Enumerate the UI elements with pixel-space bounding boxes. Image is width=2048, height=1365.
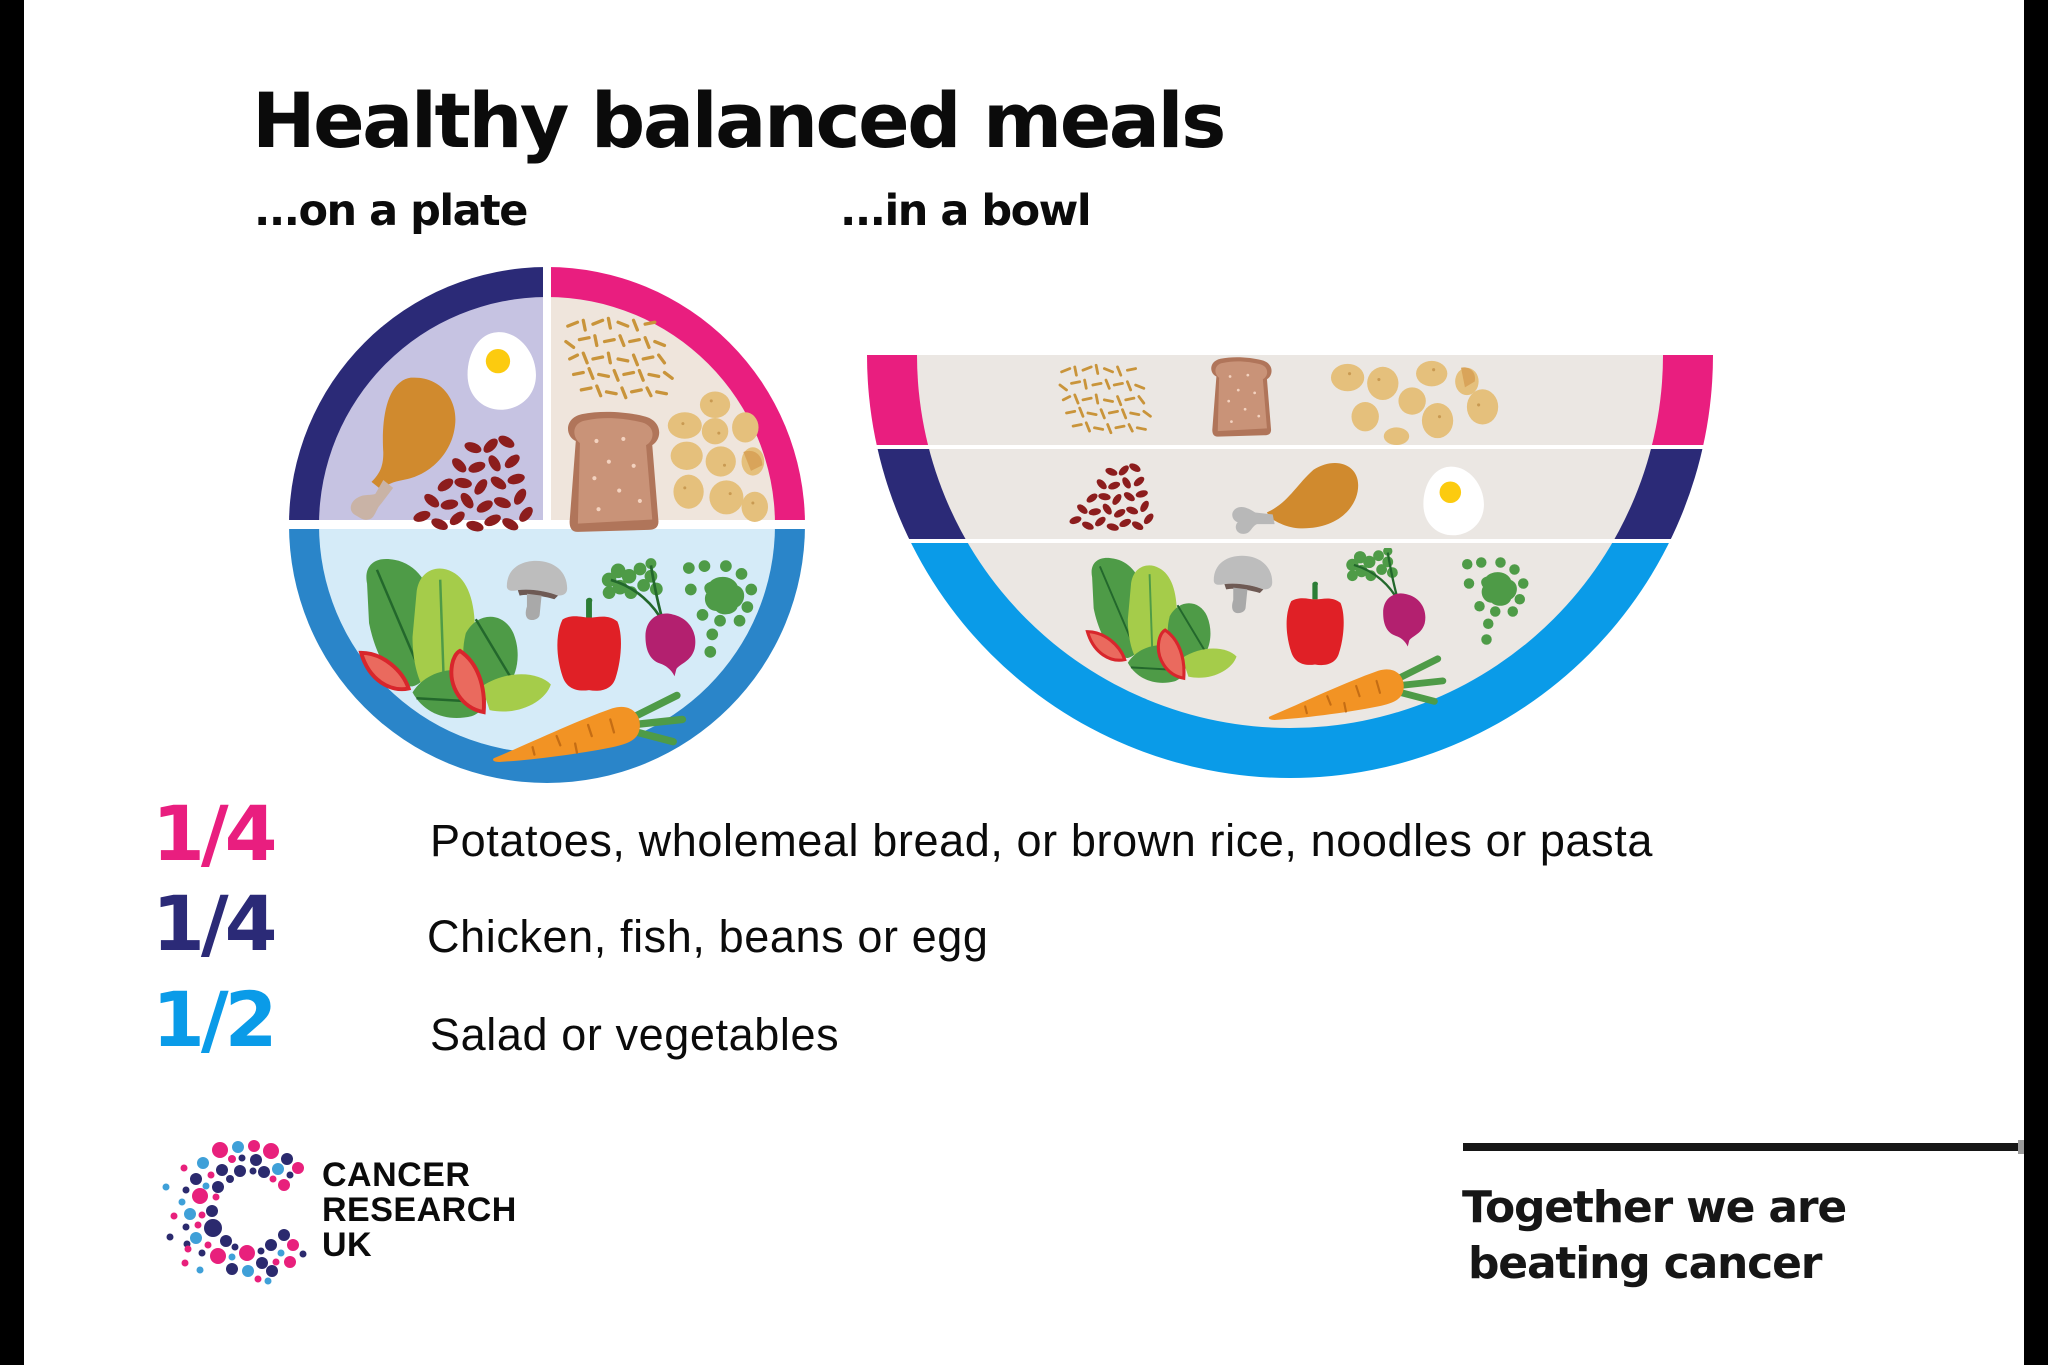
tagline-line-1: Together we are [1462, 1182, 1847, 1233]
right-frame-border [2024, 0, 2048, 1365]
legend-text-protein: Chicken, fish, beans or egg [427, 911, 989, 962]
tagline-rule [1463, 1143, 2023, 1151]
tagline-line-2: beating cancer [1468, 1238, 1822, 1289]
bowl-divider-top [860, 445, 1720, 449]
logo-line-1: CANCER [322, 1156, 471, 1194]
bowl-divider-bottom [860, 539, 1720, 543]
bowl-subtitle: ...in a bowl [840, 186, 1092, 236]
page-title: Healthy balanced meals [252, 76, 1226, 165]
plate-horizontal-divider [280, 520, 816, 529]
plate-subtitle: ...on a plate [254, 186, 528, 236]
bowl-bread-icon [1211, 357, 1272, 437]
legend-text-carbs: Potatoes, wholemeal bread, or brown rice… [430, 815, 1653, 866]
legend-text-vegetables: Salad or vegetables [430, 1009, 840, 1060]
tagline: Together we are beating cancer [1462, 1180, 1847, 1292]
wholemeal-bread-icon [567, 411, 660, 532]
legend-fraction-carbs: 1/4 [152, 789, 278, 878]
tagline-rule-end [2018, 1140, 2024, 1154]
bowl-illustration [860, 355, 1720, 778]
legend-fraction-protein: 1/4 [152, 879, 278, 968]
plate-vertical-divider [543, 260, 551, 526]
dotted-c-logo-icon [162, 1140, 307, 1285]
left-frame-border [0, 0, 24, 1365]
legend-fraction-vegetables: 1/2 [152, 975, 278, 1064]
cruk-logo-text: CANCER RESEARCH UK [322, 1158, 517, 1263]
plate-illustration [280, 260, 816, 783]
logo-line-2: RESEARCH [322, 1191, 517, 1229]
logo-line-3: UK [322, 1226, 373, 1264]
